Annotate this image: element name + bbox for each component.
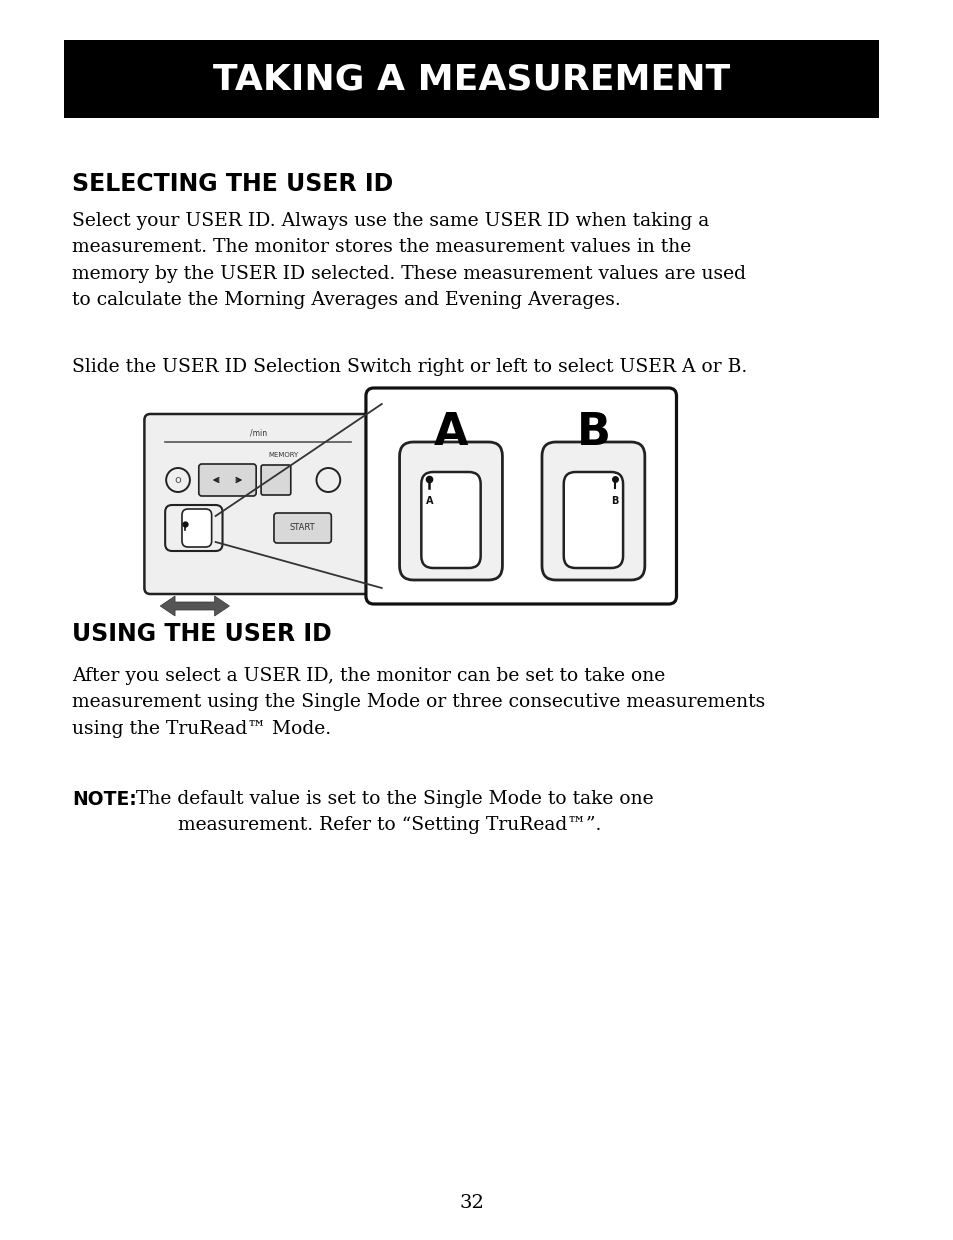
FancyBboxPatch shape (541, 441, 644, 580)
Text: /min: /min (250, 428, 267, 436)
Text: Slide the USER ID Selection Switch right or left to select USER A or B.: Slide the USER ID Selection Switch right… (72, 358, 746, 376)
FancyBboxPatch shape (421, 472, 480, 568)
Text: START: START (290, 523, 315, 532)
Text: NOTE:: NOTE: (72, 790, 137, 808)
FancyBboxPatch shape (165, 505, 222, 551)
FancyBboxPatch shape (144, 414, 372, 594)
FancyBboxPatch shape (182, 508, 212, 547)
Text: B: B (611, 496, 618, 506)
Text: B: B (576, 410, 610, 454)
FancyBboxPatch shape (261, 465, 291, 495)
Text: 32: 32 (458, 1194, 484, 1211)
FancyBboxPatch shape (563, 472, 622, 568)
FancyBboxPatch shape (198, 464, 256, 496)
FancyBboxPatch shape (274, 513, 331, 543)
Text: o: o (174, 475, 181, 485)
Polygon shape (160, 596, 230, 616)
Text: The default value is set to the Single Mode to take one
        measurement. Ref: The default value is set to the Single M… (130, 790, 653, 835)
Text: After you select a USER ID, the monitor can be set to take one
measurement using: After you select a USER ID, the monitor … (72, 667, 764, 738)
Text: SELECTING THE USER ID: SELECTING THE USER ID (72, 172, 393, 196)
Text: MEMORY: MEMORY (269, 453, 298, 458)
FancyBboxPatch shape (366, 388, 676, 604)
FancyBboxPatch shape (64, 40, 879, 118)
Text: A: A (425, 496, 433, 506)
FancyBboxPatch shape (399, 441, 502, 580)
Text: TAKING A MEASUREMENT: TAKING A MEASUREMENT (213, 62, 730, 95)
Text: A: A (434, 410, 468, 454)
Text: USING THE USER ID: USING THE USER ID (72, 622, 332, 646)
Text: Select your USER ID. Always use the same USER ID when taking a
measurement. The : Select your USER ID. Always use the same… (72, 212, 745, 309)
